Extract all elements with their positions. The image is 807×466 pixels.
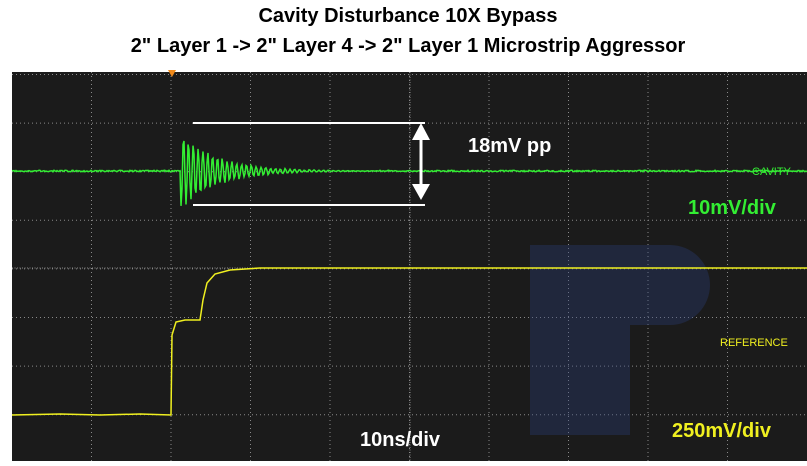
channel-name: CAVITY	[752, 166, 792, 178]
timebase-label: 10ns/div	[360, 429, 441, 451]
page: Cavity Disturbance 10X Bypass 2" Layer 1…	[0, 0, 807, 466]
channel-scale: 250mV/div	[672, 420, 772, 442]
subtitle: 2" Layer 1 -> 2" Layer 4 -> 2" Layer 1 M…	[131, 35, 686, 57]
channel-name: REFERENCE	[720, 337, 788, 349]
title: Cavity Disturbance 10X Bypass	[258, 5, 557, 27]
channel-scale: 10mV/div	[688, 197, 777, 219]
screenshot: Cavity Disturbance 10X Bypass 2" Layer 1…	[0, 0, 807, 461]
amplitude-label: 18mV pp	[468, 135, 551, 157]
